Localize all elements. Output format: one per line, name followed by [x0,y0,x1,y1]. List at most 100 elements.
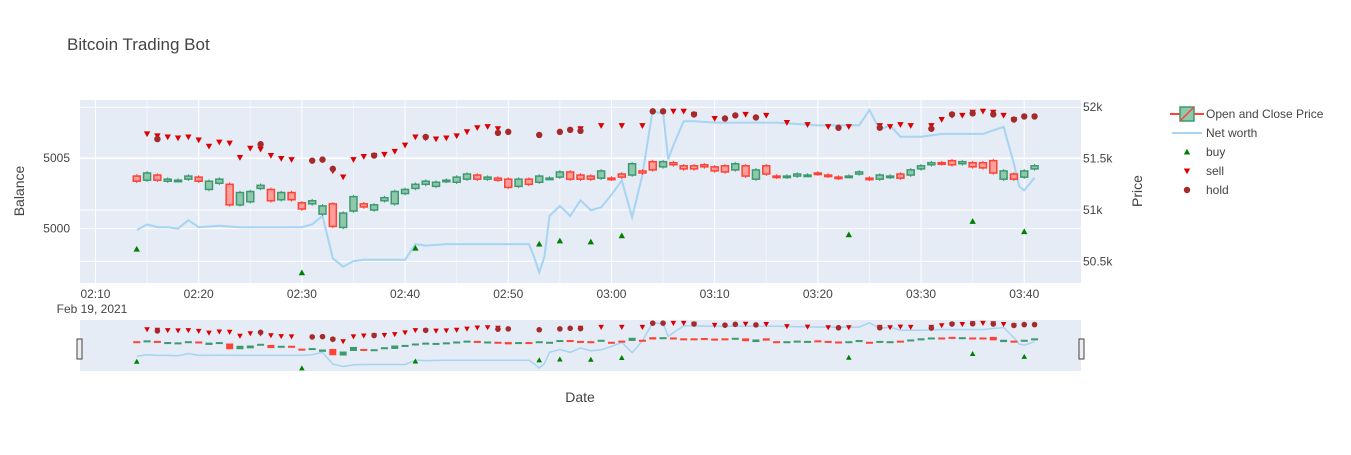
hold-marker [567,127,573,133]
candle-body [453,177,460,182]
slider-hold-marker [495,326,501,332]
hold-marker [557,129,563,135]
hold-marker [691,111,697,117]
candle-body [484,177,491,179]
candle-body [928,163,935,165]
slider-hold-marker [753,322,759,328]
slider-candle [701,338,708,340]
hold-marker [722,115,728,121]
slider-candle [216,342,223,344]
candle-body [949,161,956,165]
candle-body [711,167,718,171]
slider-candle [433,343,440,345]
candle-body [763,166,770,174]
y-right-tick-label: 51.5k [1083,152,1113,166]
hold-marker [319,156,325,162]
legend-label[interactable]: buy [1206,145,1225,159]
slider-hold-marker [929,325,935,331]
hold-marker [536,132,542,138]
legend-label[interactable]: hold [1206,183,1229,197]
slider-hold-marker [877,325,883,331]
slider-hold-marker [970,321,976,327]
slider-candle [536,341,543,343]
candle-body [969,163,976,167]
slider-candle [484,341,491,343]
x-tick-label: 02:50 [493,287,523,301]
candle-body [670,163,677,165]
slider-candle [329,349,336,355]
candle-body [567,172,574,179]
candle-body [216,179,223,183]
hold-marker [423,134,429,140]
x-tick-label: 03:20 [803,287,833,301]
candle-body [897,174,904,178]
slider-candle [979,337,986,339]
slider-candle [226,343,233,349]
legend-label[interactable]: Open and Close Price [1206,107,1324,121]
rangeslider-left-handle[interactable] [77,339,82,359]
slider-hold-marker [536,327,542,333]
hold-marker [257,141,263,147]
x-date-label: Feb 19, 2021 [57,302,128,316]
slider-candle [670,337,677,339]
candle-body [835,177,842,179]
slider-candle [804,341,811,343]
slider-candle [257,344,264,346]
candle-body [618,174,625,177]
slider-candle [752,339,759,342]
slider-candle [691,338,698,340]
slider-candle [381,347,388,349]
chart-title: Bitcoin Trading Bot [67,35,210,54]
x-axis-title: Date [565,389,595,405]
slider-candle [1031,338,1038,340]
candle-body [649,162,656,170]
slider-candle [1000,340,1007,342]
slider-candle [350,347,357,351]
legend: Open and Close Price Net worth buy sell hold [1170,107,1324,197]
slider-candle [897,341,904,343]
hold-marker [660,108,666,114]
slider-candle [453,341,460,343]
rangeslider-right-handle[interactable] [1079,339,1084,359]
candle-body [474,175,481,179]
legend-buy-swatch [1184,149,1190,155]
candle-body [1021,171,1028,177]
slider-candle [546,342,553,344]
slider-candle [742,338,749,341]
legend-label[interactable]: Net worth [1206,126,1257,140]
candle-body [876,175,883,179]
x-tick-label: 03:10 [700,287,730,301]
candle-body [381,198,388,201]
legend-label[interactable]: sell [1206,164,1224,178]
hold-marker [650,108,656,114]
y-right-tick-label: 51k [1083,203,1103,217]
candle-body [267,189,274,200]
candle-body [783,176,790,178]
slider-hold-marker [423,328,429,334]
slider-candle [959,337,966,339]
slider-candle [360,349,367,351]
slider-hold-marker [578,326,584,332]
slider-candle [1010,341,1017,343]
slider-hold-marker [320,334,326,340]
candle-body [577,175,584,179]
candle-body [205,181,212,189]
legend-sell-swatch [1184,168,1190,174]
slider-hold-marker [155,328,161,334]
candle-body [154,175,161,180]
slider-candle [814,340,821,342]
candle-body [247,192,254,202]
hold-marker [309,157,315,163]
candle-body [278,193,285,200]
x-tick-label: 03:40 [1009,287,1039,301]
slider-candle [164,342,171,344]
hold-marker [969,110,975,116]
candle-body [319,206,326,214]
candle-body [773,176,780,178]
slider-hold-marker [732,321,738,327]
candle-body [257,185,264,188]
slider-candle [649,337,656,339]
slider-hold-marker [567,326,573,332]
slider-candle [505,342,512,344]
